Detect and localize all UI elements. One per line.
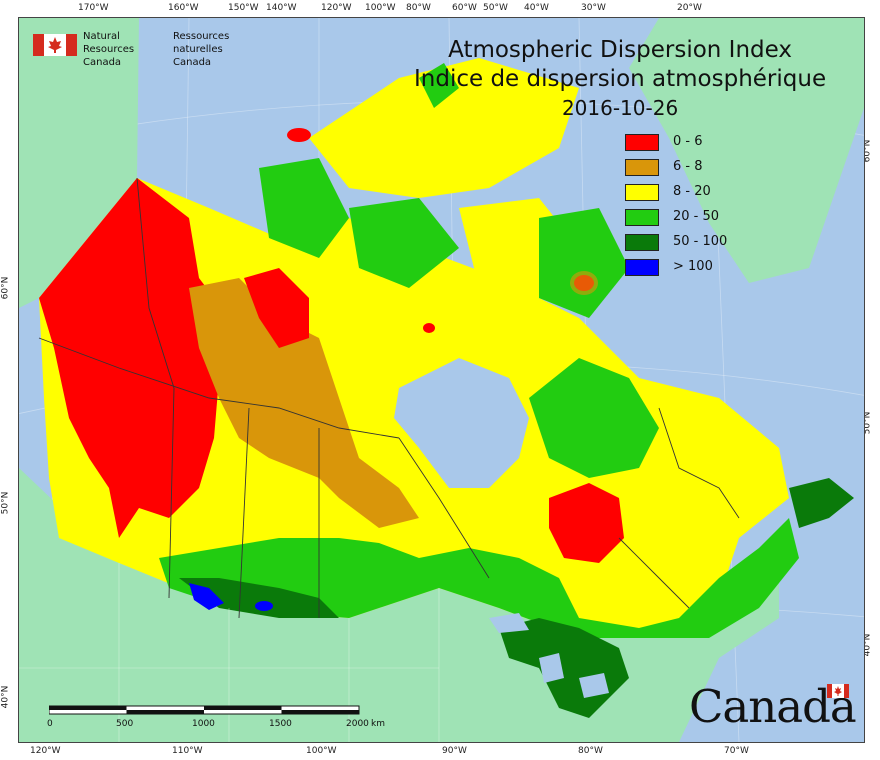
top-lon-label: 20°W [677,3,702,13]
hudson-bay [394,358,529,488]
agency-en-line2: Canada [83,57,122,68]
scale-unit-label: km [371,719,385,729]
great-lakes [489,613,609,698]
agency-fr-line2: Canada [173,57,212,68]
title-english: Atmospheric Dispersion Index [448,37,792,63]
greenland-land [629,18,864,283]
legend-label: 20 - 50 [673,209,720,224]
western-red-zone [39,178,229,538]
map-svg [19,18,864,742]
legend-label: > 100 [673,259,713,274]
provincial-boundaries [38,177,740,619]
top-lon-label: 60°W [452,3,477,13]
bottom-lon-label: 100°W [306,746,337,756]
map-title: Atmospheric Dispersion Index Indice de d… [414,36,826,123]
prairie-blue-spot [255,601,273,611]
top-lon-label: 150°W [228,3,259,13]
bottom-lon-label: 80°W [578,746,603,756]
canada-flag-icon [33,34,77,56]
scale-bar-graphic [48,705,360,715]
top-lon-label: 120°W [321,3,352,13]
scale-tick-label: 1500 [269,719,292,729]
scale-tick-label: 1000 [192,719,215,729]
legend-label: 8 - 20 [673,184,711,199]
top-lon-label: 30°W [581,3,606,13]
agency-fr-line1: Ressources naturelles [173,31,230,55]
bottom-lon-label: 70°W [724,746,749,756]
legend-swatch [625,259,659,276]
top-lon-label: 80°W [406,3,431,13]
scale-tick-label: 500 [116,719,134,729]
agency-name-fr: Ressources naturelles Canada [173,30,229,69]
quebec-green-zone [529,358,659,478]
wordmark-flag-icon [827,684,849,698]
agency-en-line1: Natural Resources [83,31,135,55]
title-date: 2016-10-26 [561,96,679,120]
alaska-land [19,18,139,308]
bottom-lon-label: 120°W [30,746,61,756]
legend-swatch [625,234,659,251]
prairie-dark-green-zone [179,578,339,618]
agency-name-en: Natural Resources Canada [83,30,134,69]
arctic-islands [259,58,629,333]
prairie-blue-zone [189,583,224,610]
scale-tick-label: 0 [47,719,53,729]
left-lat-label: 40°N [0,685,11,709]
top-lon-label: 140°W [266,3,297,13]
left-lat-label: 60°N [0,276,11,300]
legend-swatch [625,184,659,201]
north-red-zone [244,268,309,348]
left-lat-label: 50°N [0,491,11,515]
top-lon-label: 170°W [78,3,109,13]
bottom-lon-label: 110°W [172,746,203,756]
legend-swatch [625,209,659,226]
scale-bar: 0 500 1000 1500 2000 km [47,703,385,733]
legend-label: 0 - 6 [673,134,703,149]
nw-orange-zone [189,278,419,528]
scale-tick-label: 2000 [346,719,369,729]
canada-wordmark: Canada [689,680,857,733]
atlantic-dark-green-zone [789,478,854,528]
title-french: Indice de dispersion atmosphérique [414,66,827,92]
bottom-lon-label: 90°W [442,746,467,756]
top-lon-label: 160°W [168,3,199,13]
legend-label: 50 - 100 [673,234,728,249]
legend-swatch [625,159,659,176]
top-lon-label: 100°W [365,3,396,13]
top-lon-label: 40°W [524,3,549,13]
quebec-red-zone [549,483,624,563]
top-lon-label: 50°W [483,3,508,13]
map-canvas: Natural Resources Canada Ressources natu… [18,17,865,743]
legend-label: 6 - 8 [673,159,703,174]
legend-swatch [625,134,659,151]
